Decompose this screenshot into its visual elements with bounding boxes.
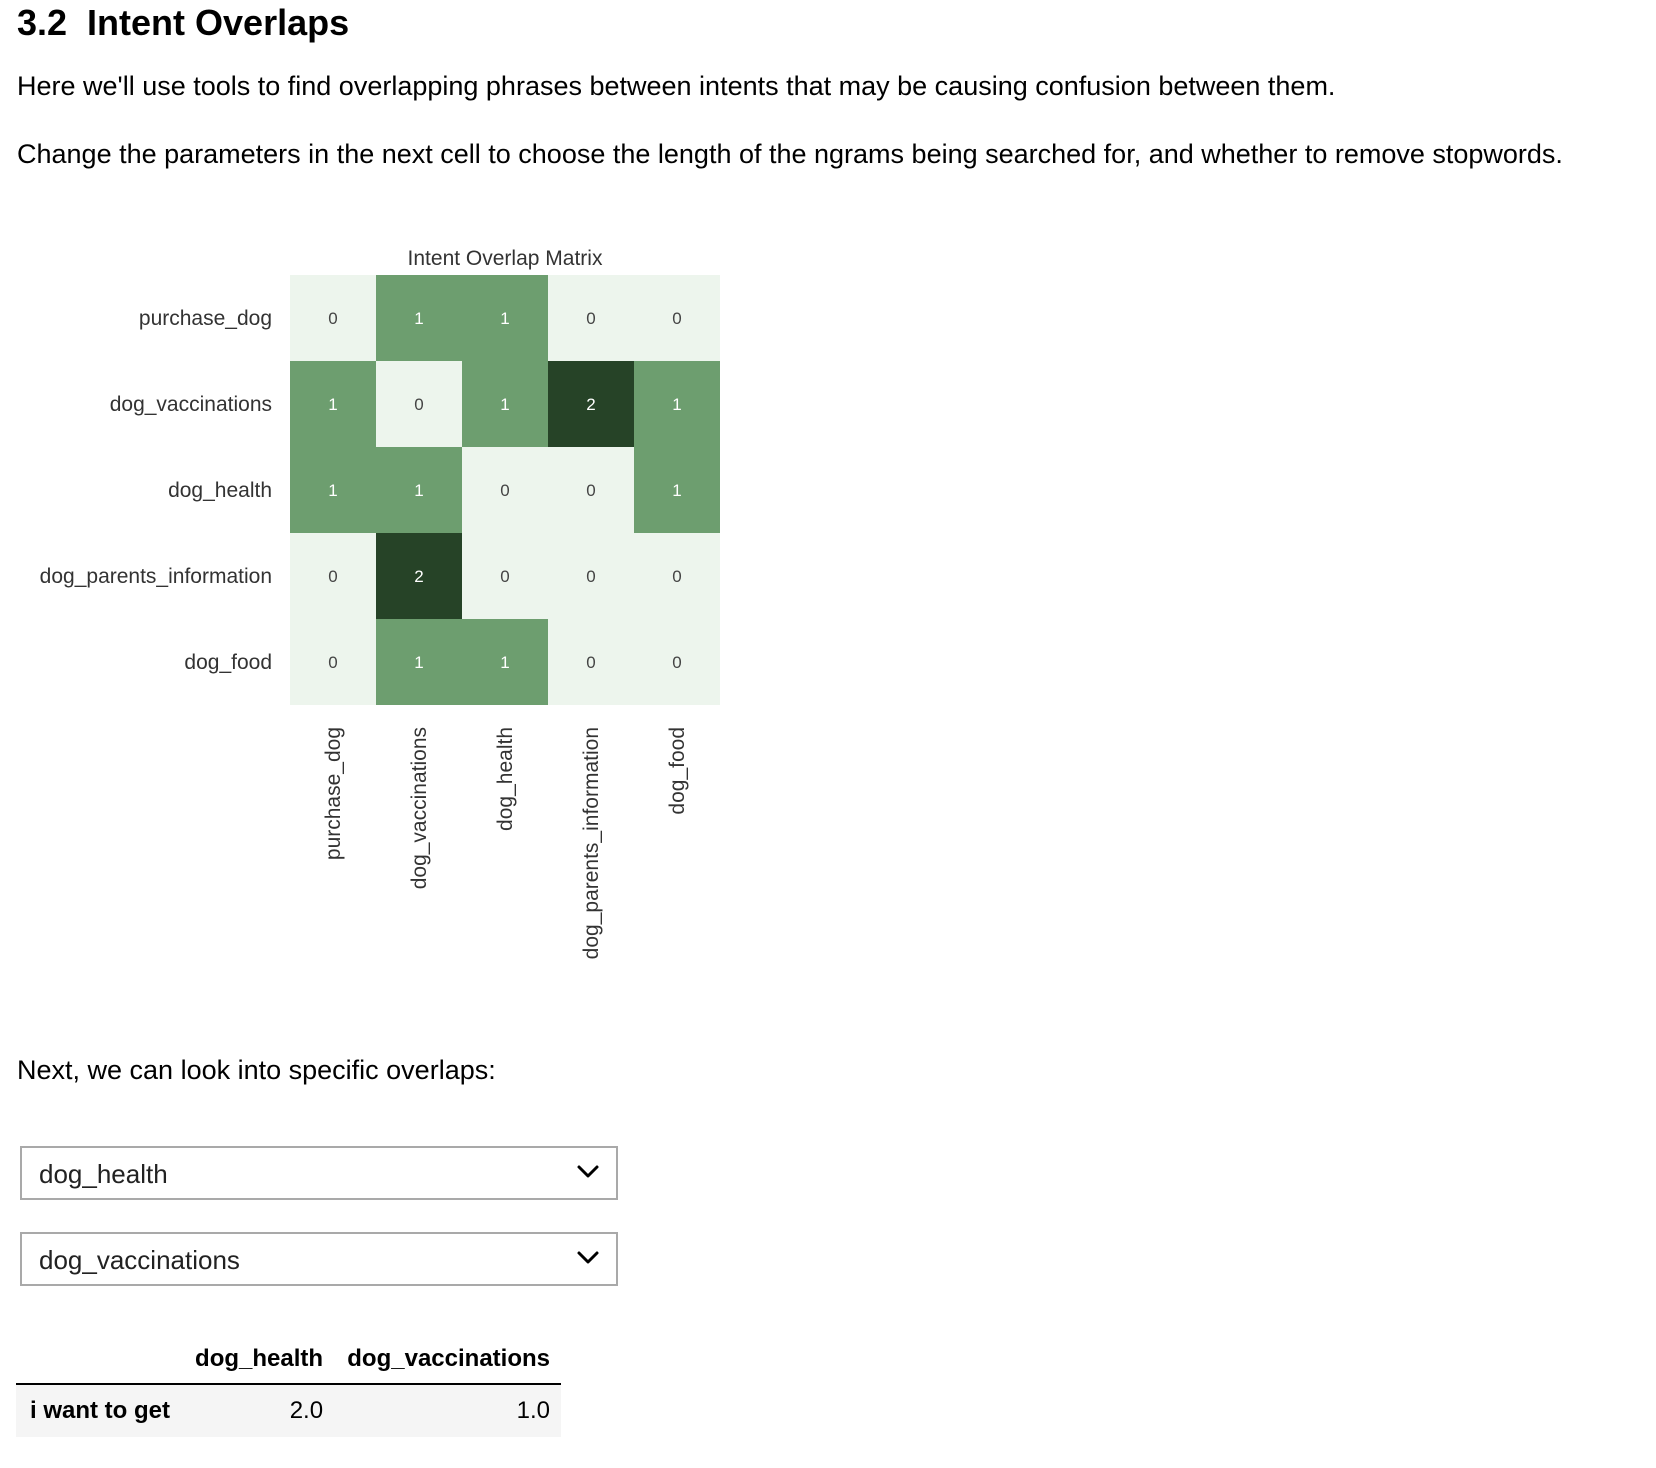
heatmap-cell bbox=[376, 447, 462, 533]
heatmap-cell-label: 0 bbox=[586, 481, 595, 500]
next-paragraph: Next, we can look into specific overlaps… bbox=[17, 1055, 496, 1085]
intent-dropdown-second[interactable]: dog_vaccinations bbox=[20, 1232, 618, 1286]
intent-dropdown-first[interactable]: dog_health bbox=[20, 1146, 618, 1200]
overlap-heatmap: Intent Overlap Matrix 0 1 1 0 0 1 0 1 2 1 1 1 0 0 1 0 2 0 0… bbox=[0, 245, 760, 1015]
chevron-down-icon bbox=[577, 1251, 599, 1264]
heatmap-cell bbox=[462, 619, 548, 705]
heatmap-cell bbox=[634, 447, 720, 533]
parameters-paragraph: Change the parameters in the next cell t… bbox=[17, 139, 1563, 169]
heatmap-cell bbox=[634, 275, 720, 361]
heatmap-cell-label: 1 bbox=[672, 395, 681, 414]
column-tick-label: dog_parents_information bbox=[580, 727, 603, 959]
heatmap-cell-label: 0 bbox=[500, 481, 509, 500]
heatmap-cell-label: 1 bbox=[414, 653, 423, 672]
column-tick-label: dog_health bbox=[494, 727, 517, 831]
intro-paragraph: Here we'll use tools to find overlapping… bbox=[17, 71, 1336, 101]
chart-title: Intent Overlap Matrix bbox=[408, 247, 603, 270]
heatmap-cell-label: 1 bbox=[500, 309, 509, 328]
table-header-dog-vaccinations: dog_vaccinations bbox=[334, 1345, 561, 1385]
heatmap-cell-label: 1 bbox=[500, 395, 509, 414]
heatmap-cell bbox=[548, 533, 634, 619]
heatmap-cell-label: 2 bbox=[586, 395, 595, 414]
heatmap-cell-label: 1 bbox=[328, 395, 337, 414]
heatmap-cell-label: 0 bbox=[500, 567, 509, 586]
heatmap-cell-label: 2 bbox=[414, 567, 423, 586]
heatmap-cell-label: 0 bbox=[328, 309, 337, 328]
heatmap-cell-label: 0 bbox=[672, 653, 681, 672]
heatmap-cell bbox=[462, 361, 548, 447]
heatmap-cell-label: 1 bbox=[328, 481, 337, 500]
heatmap-cell bbox=[548, 619, 634, 705]
column-tick-label: dog_food bbox=[666, 727, 689, 815]
heatmap-cell-label: 1 bbox=[672, 481, 681, 500]
heatmap-cell-label: 0 bbox=[414, 395, 423, 414]
row-tick-label: purchase_dog bbox=[139, 307, 272, 330]
heatmap-cell bbox=[290, 361, 376, 447]
heatmap-cell bbox=[634, 619, 720, 705]
heatmap-cell bbox=[290, 619, 376, 705]
heatmap-cell-label: 0 bbox=[586, 653, 595, 672]
heatmap-cell-label: 0 bbox=[672, 309, 681, 328]
section-number: 3.2 bbox=[17, 2, 68, 43]
table-row: i want to get 2.0 1.0 bbox=[16, 1384, 561, 1437]
heatmap-cell-label: 0 bbox=[586, 567, 595, 586]
table-cell: 2.0 bbox=[182, 1384, 335, 1437]
heatmap-cell bbox=[462, 275, 548, 361]
heatmap-svg: Intent Overlap Matrix 0 1 1 0 0 1 0 1 2 1 1 1 0 0 1 0 2 0 0… bbox=[40, 247, 720, 959]
heatmap-cell-label: 1 bbox=[414, 481, 423, 500]
heatmap-cell bbox=[548, 361, 634, 447]
column-tick-label: dog_vaccinations bbox=[408, 727, 431, 889]
row-tick-label: dog_food bbox=[184, 651, 272, 674]
section-title: Intent Overlaps bbox=[87, 2, 350, 43]
heatmap-cell bbox=[376, 361, 462, 447]
heatmap-cell-label: 1 bbox=[500, 653, 509, 672]
table-cell: 1.0 bbox=[334, 1384, 561, 1437]
table-header-row: dog_health dog_vaccinations bbox=[16, 1345, 561, 1385]
dropdown-second-value: dog_vaccinations bbox=[39, 1245, 240, 1275]
heatmap-cell bbox=[462, 533, 548, 619]
heatmap-cell bbox=[376, 533, 462, 619]
row-tick-label: dog_vaccinations bbox=[110, 393, 272, 416]
section-heading: 3.2 Intent Overlaps bbox=[17, 2, 349, 44]
heatmap-cell bbox=[290, 447, 376, 533]
heatmap-cell bbox=[548, 275, 634, 361]
table-header-dog-health: dog_health bbox=[182, 1345, 335, 1385]
heatmap-cell bbox=[376, 619, 462, 705]
heatmap-cell bbox=[462, 447, 548, 533]
heatmap-cell bbox=[290, 533, 376, 619]
row-tick-label: dog_parents_information bbox=[40, 565, 272, 588]
overlap-table: dog_health dog_vaccinations i want to ge… bbox=[16, 1345, 561, 1437]
dropdown-first-value: dog_health bbox=[39, 1159, 168, 1189]
table-row-label: i want to get bbox=[16, 1384, 183, 1437]
heatmap-cell-label: 0 bbox=[586, 309, 595, 328]
column-tick-label: purchase_dog bbox=[322, 727, 345, 860]
heatmap-cell-label: 0 bbox=[328, 653, 337, 672]
heatmap-cell bbox=[376, 275, 462, 361]
heatmap-cell bbox=[548, 447, 634, 533]
heatmap-cell bbox=[290, 275, 376, 361]
table-header-index bbox=[16, 1345, 183, 1385]
heatmap-cell-label: 0 bbox=[328, 567, 337, 586]
row-tick-label: dog_health bbox=[168, 479, 272, 502]
heatmap-cell bbox=[634, 533, 720, 619]
heatmap-cell bbox=[634, 361, 720, 447]
heatmap-cell-label: 0 bbox=[672, 567, 681, 586]
chevron-down-icon bbox=[577, 1165, 599, 1178]
heatmap-cell-label: 1 bbox=[414, 309, 423, 328]
